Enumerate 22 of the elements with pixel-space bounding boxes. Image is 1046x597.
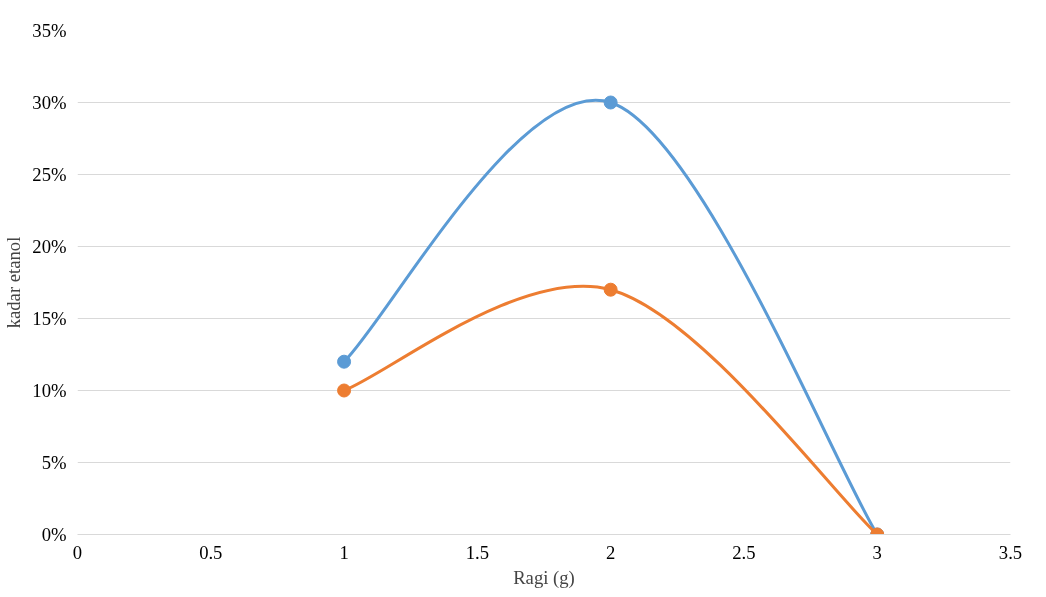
point xyxy=(337,383,352,398)
x-tick-label: 1.5 xyxy=(465,541,490,563)
y-tick-label: 15% xyxy=(32,308,67,329)
x-tick-label: 2 xyxy=(605,541,616,563)
y-axis-title: kadar etanol xyxy=(3,236,25,329)
y-tick-label: 25% xyxy=(32,164,67,185)
y-tick-label: 35% xyxy=(32,20,67,41)
x-tick-label: 0.5 xyxy=(199,541,223,563)
x-axis-title: Ragi (g) xyxy=(513,566,575,589)
point xyxy=(337,354,352,369)
y-tick-label: 10% xyxy=(32,380,67,401)
point xyxy=(603,282,618,297)
y-tick-label: 30% xyxy=(32,92,67,113)
point xyxy=(603,95,618,110)
x-tick-label: 0 xyxy=(72,541,83,563)
x-tick-label: 1 xyxy=(339,541,349,563)
x-tick-label: 3.5 xyxy=(998,541,1023,563)
x-tick-label: 3 xyxy=(872,541,882,563)
y-tick-label: 20% xyxy=(32,236,67,257)
y-tick-label: 5% xyxy=(41,452,67,473)
y-tick-label: 0% xyxy=(41,524,67,545)
x-tick-label: 2.5 xyxy=(732,541,756,563)
